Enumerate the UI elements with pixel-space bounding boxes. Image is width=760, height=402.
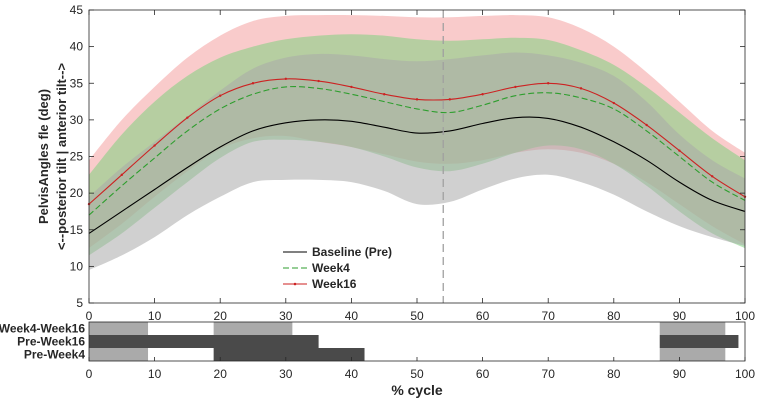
x-tick-label: 60 [476,309,490,323]
sig-x-tick-label: 10 [148,367,162,381]
sig-x-tick-label: 30 [279,367,293,381]
y-tick-label: 40 [70,40,84,54]
sig-row-label: Pre-Week16 [17,335,85,349]
x-tick-label: 50 [410,309,424,323]
sig-bar [213,322,293,335]
y-tick-label: 10 [70,259,84,273]
sig-bar [89,322,149,335]
y-axis-label-line1: PelvisAngles fle (deg) [36,89,51,224]
sig-bar [659,335,739,348]
marker-line-week16 [153,144,156,147]
legend-label: Week16 [312,277,357,291]
sig-bar [659,322,726,335]
x-tick-label: 70 [542,309,556,323]
marker-line-week16 [711,175,714,178]
marker-line-week16 [579,87,583,90]
sig-x-tick-label: 100 [735,367,755,381]
sig-bar [89,335,319,348]
sig-x-tick-label: 50 [410,367,424,381]
y-tick-label: 45 [70,3,84,17]
marker-line-week16 [350,85,353,89]
marker-line-week16 [251,82,255,85]
x-tick-label: 100 [735,309,755,323]
axes: 5 10 15 20 25 30 35 40 45 0 10 20 30 40 50 60 70 80 90 100 [70,3,756,323]
x-tick-label: 80 [607,309,621,323]
sig-x-tick-label: 70 [542,367,556,381]
marker-line-week16 [514,85,517,89]
legend-label: Baseline (Pre) [312,245,392,259]
marker-line-week16 [612,101,615,105]
marker-line-week16 [383,93,386,96]
y-tick-label: 35 [70,76,84,90]
marker-line-week16 [415,98,419,101]
sig-bar [659,348,726,361]
marker-line-week16 [448,98,451,101]
x-tick-label: 40 [345,309,359,323]
sig-row-label: Pre-Week4 [24,348,85,362]
legend: Baseline (Pre) Week4 Week16 [283,245,392,291]
y-tick-label: 30 [70,113,84,127]
marker-line-week16 [645,123,648,127]
sig-x-tick-label: 60 [476,367,490,381]
y-axis-label-line2: <--posterior tilt | anterior tilt--> [54,63,69,250]
x-tick-label: 0 [86,309,93,323]
mean-lines [87,77,747,234]
sig-x-tick-label: 40 [345,367,359,381]
x-axis-label: % cycle [391,382,443,398]
line-baseline-pre [88,116,746,234]
sig-bar [89,348,149,361]
sig-x-tick-label: 90 [673,367,687,381]
sig-row-label: Week4-Week16 [0,322,85,336]
sig-x-tick-label: 80 [607,367,621,381]
marker-line-week16 [481,93,484,96]
band-baseline-pre [89,52,745,270]
sig-bar [213,348,365,361]
line-week4 [88,85,746,216]
marker-line-week16 [186,116,189,119]
marker-line-week16 [547,82,550,85]
x-tick-label: 10 [148,309,162,323]
marker-line-week16 [219,94,222,97]
x-tick-label: 90 [673,309,687,323]
sig-x-tick-label: 20 [214,367,228,381]
legend-marker [293,282,297,286]
legend-label: Week4 [312,261,350,275]
marker-line-week16 [120,173,124,177]
x-tick-label: 30 [279,309,293,323]
y-tick-label: 20 [70,186,84,200]
marker-line-week16 [678,149,681,152]
y-tick-label: 5 [76,296,83,310]
sig-x-tick-label: 0 [86,367,93,381]
marker-line-week16 [284,77,287,81]
y-tick-label: 25 [70,150,84,164]
x-tick-label: 20 [214,309,228,323]
y-tick-label: 15 [70,223,84,237]
marker-line-week16 [317,79,320,83]
